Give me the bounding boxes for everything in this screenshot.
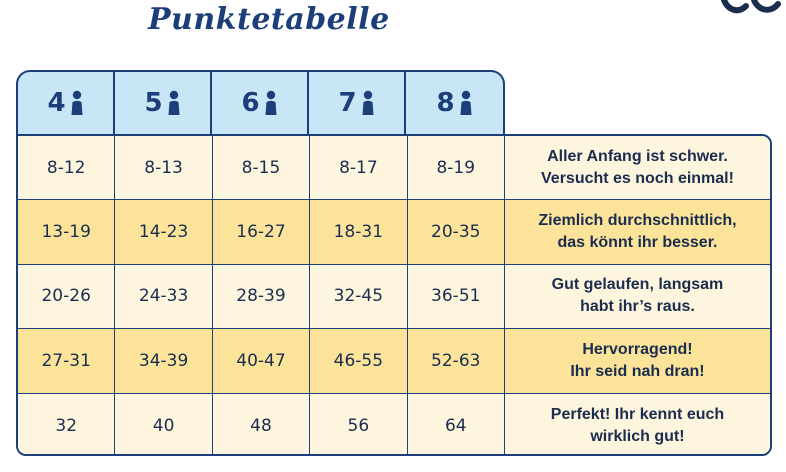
score-cell: 32-45 — [310, 264, 408, 329]
page-title: Punktetabelle — [148, 2, 390, 37]
header-cell-5-players: 5 — [115, 72, 212, 134]
table-row: 32 40 48 56 64 Perfekt! Ihr kennt euch w… — [18, 393, 770, 454]
player-count: 4 — [47, 88, 66, 118]
score-cell: 16-27 — [213, 200, 311, 264]
score-cell: 20-35 — [408, 200, 505, 264]
player-count: 5 — [144, 88, 163, 118]
header-cell-7-players: 7 — [309, 72, 406, 134]
score-cell: 8-12 — [18, 136, 116, 200]
person-icon — [265, 90, 277, 115]
person-icon — [71, 90, 83, 115]
score-cell: 28-39 — [213, 264, 311, 329]
header-cell-4-players: 4 — [18, 72, 115, 134]
score-cell: 52-63 — [408, 329, 505, 393]
table-row: 13-19 14-23 16-27 18-31 20-35 Ziemlich d… — [18, 200, 770, 265]
score-cell: 27-31 — [18, 329, 116, 393]
score-cell: 46-55 — [310, 329, 408, 393]
player-count: 8 — [436, 88, 455, 118]
decorative-corner-graphic — [721, 0, 781, 14]
score-cell: 34-39 — [115, 329, 213, 393]
header-cell-8-players: 8 — [406, 72, 503, 134]
table-row: 27-31 34-39 40-47 46-55 52-63 Hervorrage… — [18, 329, 770, 394]
score-cell: 36-51 — [408, 264, 505, 329]
score-cell: 8-17 — [310, 136, 408, 200]
score-cell: 40 — [115, 393, 213, 454]
player-count: 6 — [241, 88, 260, 118]
player-count: 7 — [338, 88, 357, 118]
header-cell-6-players: 6 — [212, 72, 309, 134]
table-row: 20-26 24-33 28-39 32-45 36-51 Gut gelauf… — [18, 264, 770, 330]
table-row: 8-12 8-13 8-15 8-17 8-19 Aller Anfang is… — [18, 136, 770, 201]
score-table: 4 5 6 7 8 8-12 8-13 8-15 8-17 8-19 Aller… — [16, 70, 772, 456]
score-cell: 56 — [310, 393, 408, 454]
score-cell: 64 — [408, 393, 505, 454]
score-cell: 20-26 — [18, 264, 116, 329]
score-cell: 18-31 — [310, 200, 408, 264]
score-cell: 13-19 — [18, 200, 116, 264]
score-cell: 40-47 — [213, 329, 311, 393]
person-icon — [460, 90, 472, 115]
score-cell: 48 — [213, 393, 311, 454]
person-icon — [362, 90, 374, 115]
score-cell: 8-13 — [115, 136, 213, 200]
rating-text: Hervorragend! Ihr seid nah dran! — [570, 340, 705, 380]
score-cell: 32 — [18, 393, 116, 454]
score-cell: 8-15 — [213, 136, 311, 200]
rating-text: Ziemlich durchschnittlich, das könnt ihr… — [538, 212, 737, 252]
score-cell: 14-23 — [115, 200, 213, 264]
score-cell: 24-33 — [115, 264, 213, 329]
rating-text: Gut gelaufen, langsam habt ihr’s raus. — [551, 276, 724, 316]
score-cell: 8-19 — [408, 136, 505, 200]
table-header-row: 4 5 6 7 8 — [16, 70, 505, 134]
rating-text: Perfekt! Ihr kennt euch wirklich gut! — [550, 405, 725, 445]
table-body: 8-12 8-13 8-15 8-17 8-19 Aller Anfang is… — [16, 134, 772, 456]
person-icon — [168, 90, 180, 115]
rating-text: Aller Anfang ist schwer. Versucht es noc… — [541, 147, 734, 187]
